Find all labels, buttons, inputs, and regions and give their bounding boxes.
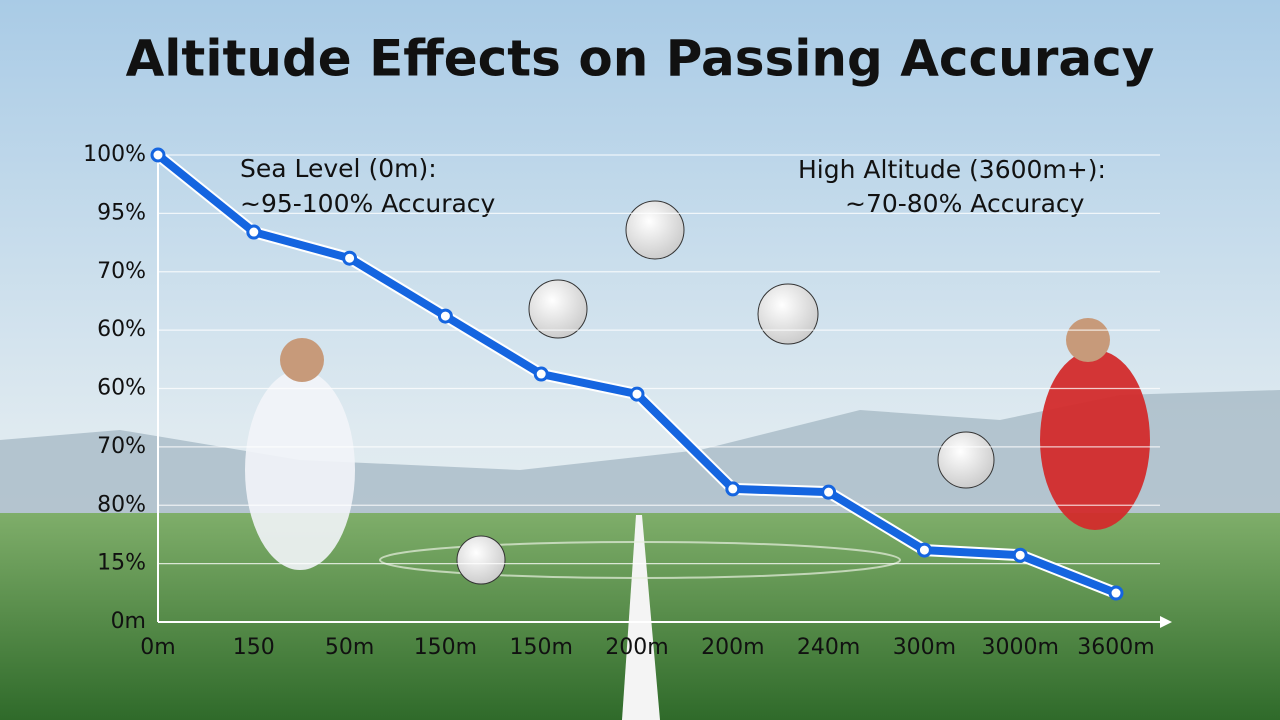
point — [1108, 585, 1124, 601]
x-tick-label: 50m — [325, 635, 374, 660]
chart-title: Altitude Effects on Passing Accuracy — [126, 30, 1155, 88]
y-tick-label: 95% — [97, 200, 146, 225]
y-tick-label: 100% — [83, 142, 146, 167]
soccer-balls — [456, 200, 995, 585]
point — [342, 250, 358, 266]
point — [916, 542, 932, 558]
point — [150, 147, 166, 163]
point — [437, 308, 453, 324]
x-tick-label: 240m — [797, 635, 860, 660]
x-tick-label: 150m — [509, 635, 572, 660]
x-tick-label: 150m — [414, 635, 477, 660]
point — [246, 224, 262, 240]
y-tick-label: 70% — [97, 434, 146, 459]
annotation: Sea Level (0m): — [240, 154, 437, 183]
y-tick-label: 60% — [97, 317, 146, 342]
x-tick-label: 150 — [233, 635, 275, 660]
field-line — [622, 515, 660, 720]
point — [1012, 547, 1028, 563]
x-tick-label: 0m — [140, 635, 175, 660]
y-tick-label: 15% — [97, 551, 146, 576]
x-tick-label: 300m — [893, 635, 956, 660]
x-tick-label: 3000m — [981, 635, 1058, 660]
center-circle — [379, 541, 901, 579]
y-tick-label: 70% — [97, 259, 146, 284]
y-tick-label: 60% — [97, 376, 146, 401]
point — [533, 366, 549, 382]
y-tick-label: 0m — [111, 609, 146, 634]
point — [821, 484, 837, 500]
axis-arrow — [1160, 616, 1172, 628]
x-tick-label: 200m — [605, 635, 668, 660]
x-tick-label: 200m — [701, 635, 764, 660]
point — [725, 481, 741, 497]
y-tick-label: 80% — [97, 492, 146, 517]
players — [245, 318, 1150, 570]
annotation: High Altitude (3600m+): — [798, 155, 1106, 184]
point — [629, 386, 645, 402]
x-tick-label: 3600m — [1077, 635, 1154, 660]
